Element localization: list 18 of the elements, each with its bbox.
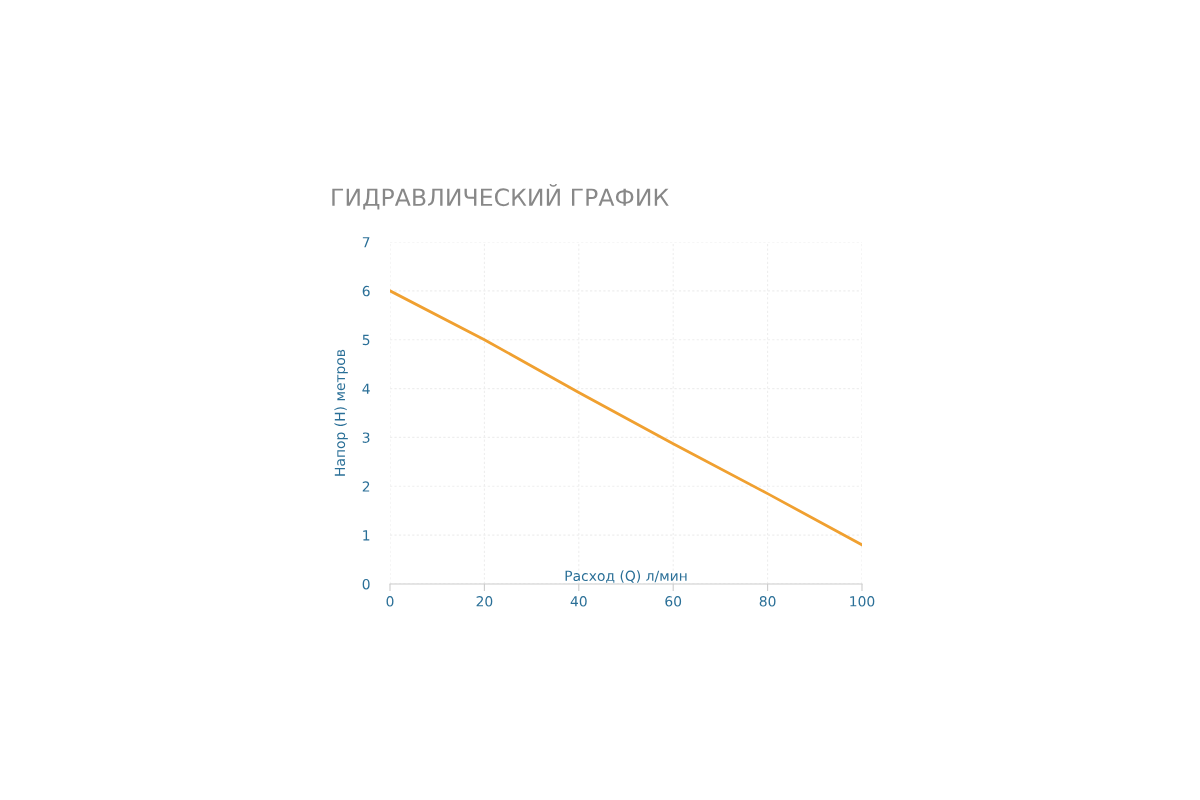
y-tick-label: 0 [362,578,370,590]
y-tick-label: 7 [362,237,370,248]
y-tick-label: 4 [362,383,370,394]
y-tick-label: 6 [362,285,370,297]
x-axis-title: Расход (Q) л/мин [565,570,687,583]
line-series [390,289,862,547]
x-tick-label: 40 [570,596,587,607]
y-tick-label: 3 [362,432,370,443]
x-tick-label: 0 [386,596,394,607]
y-tick-label: 1 [363,530,370,541]
x-tick-label: 60 [665,596,682,607]
y-tick-label: 2 [362,481,370,492]
x-tick-label: 20 [476,596,493,607]
x-tick-label: 100 [850,596,875,607]
chart-title: ГИДРАВЛИЧЕСКИЙ ГРАФИК [332,184,669,210]
x-tick-label: 80 [759,596,776,607]
y-axis-title: Напор (H) метров [334,349,348,476]
y-tick-label: 5 [362,334,370,346]
